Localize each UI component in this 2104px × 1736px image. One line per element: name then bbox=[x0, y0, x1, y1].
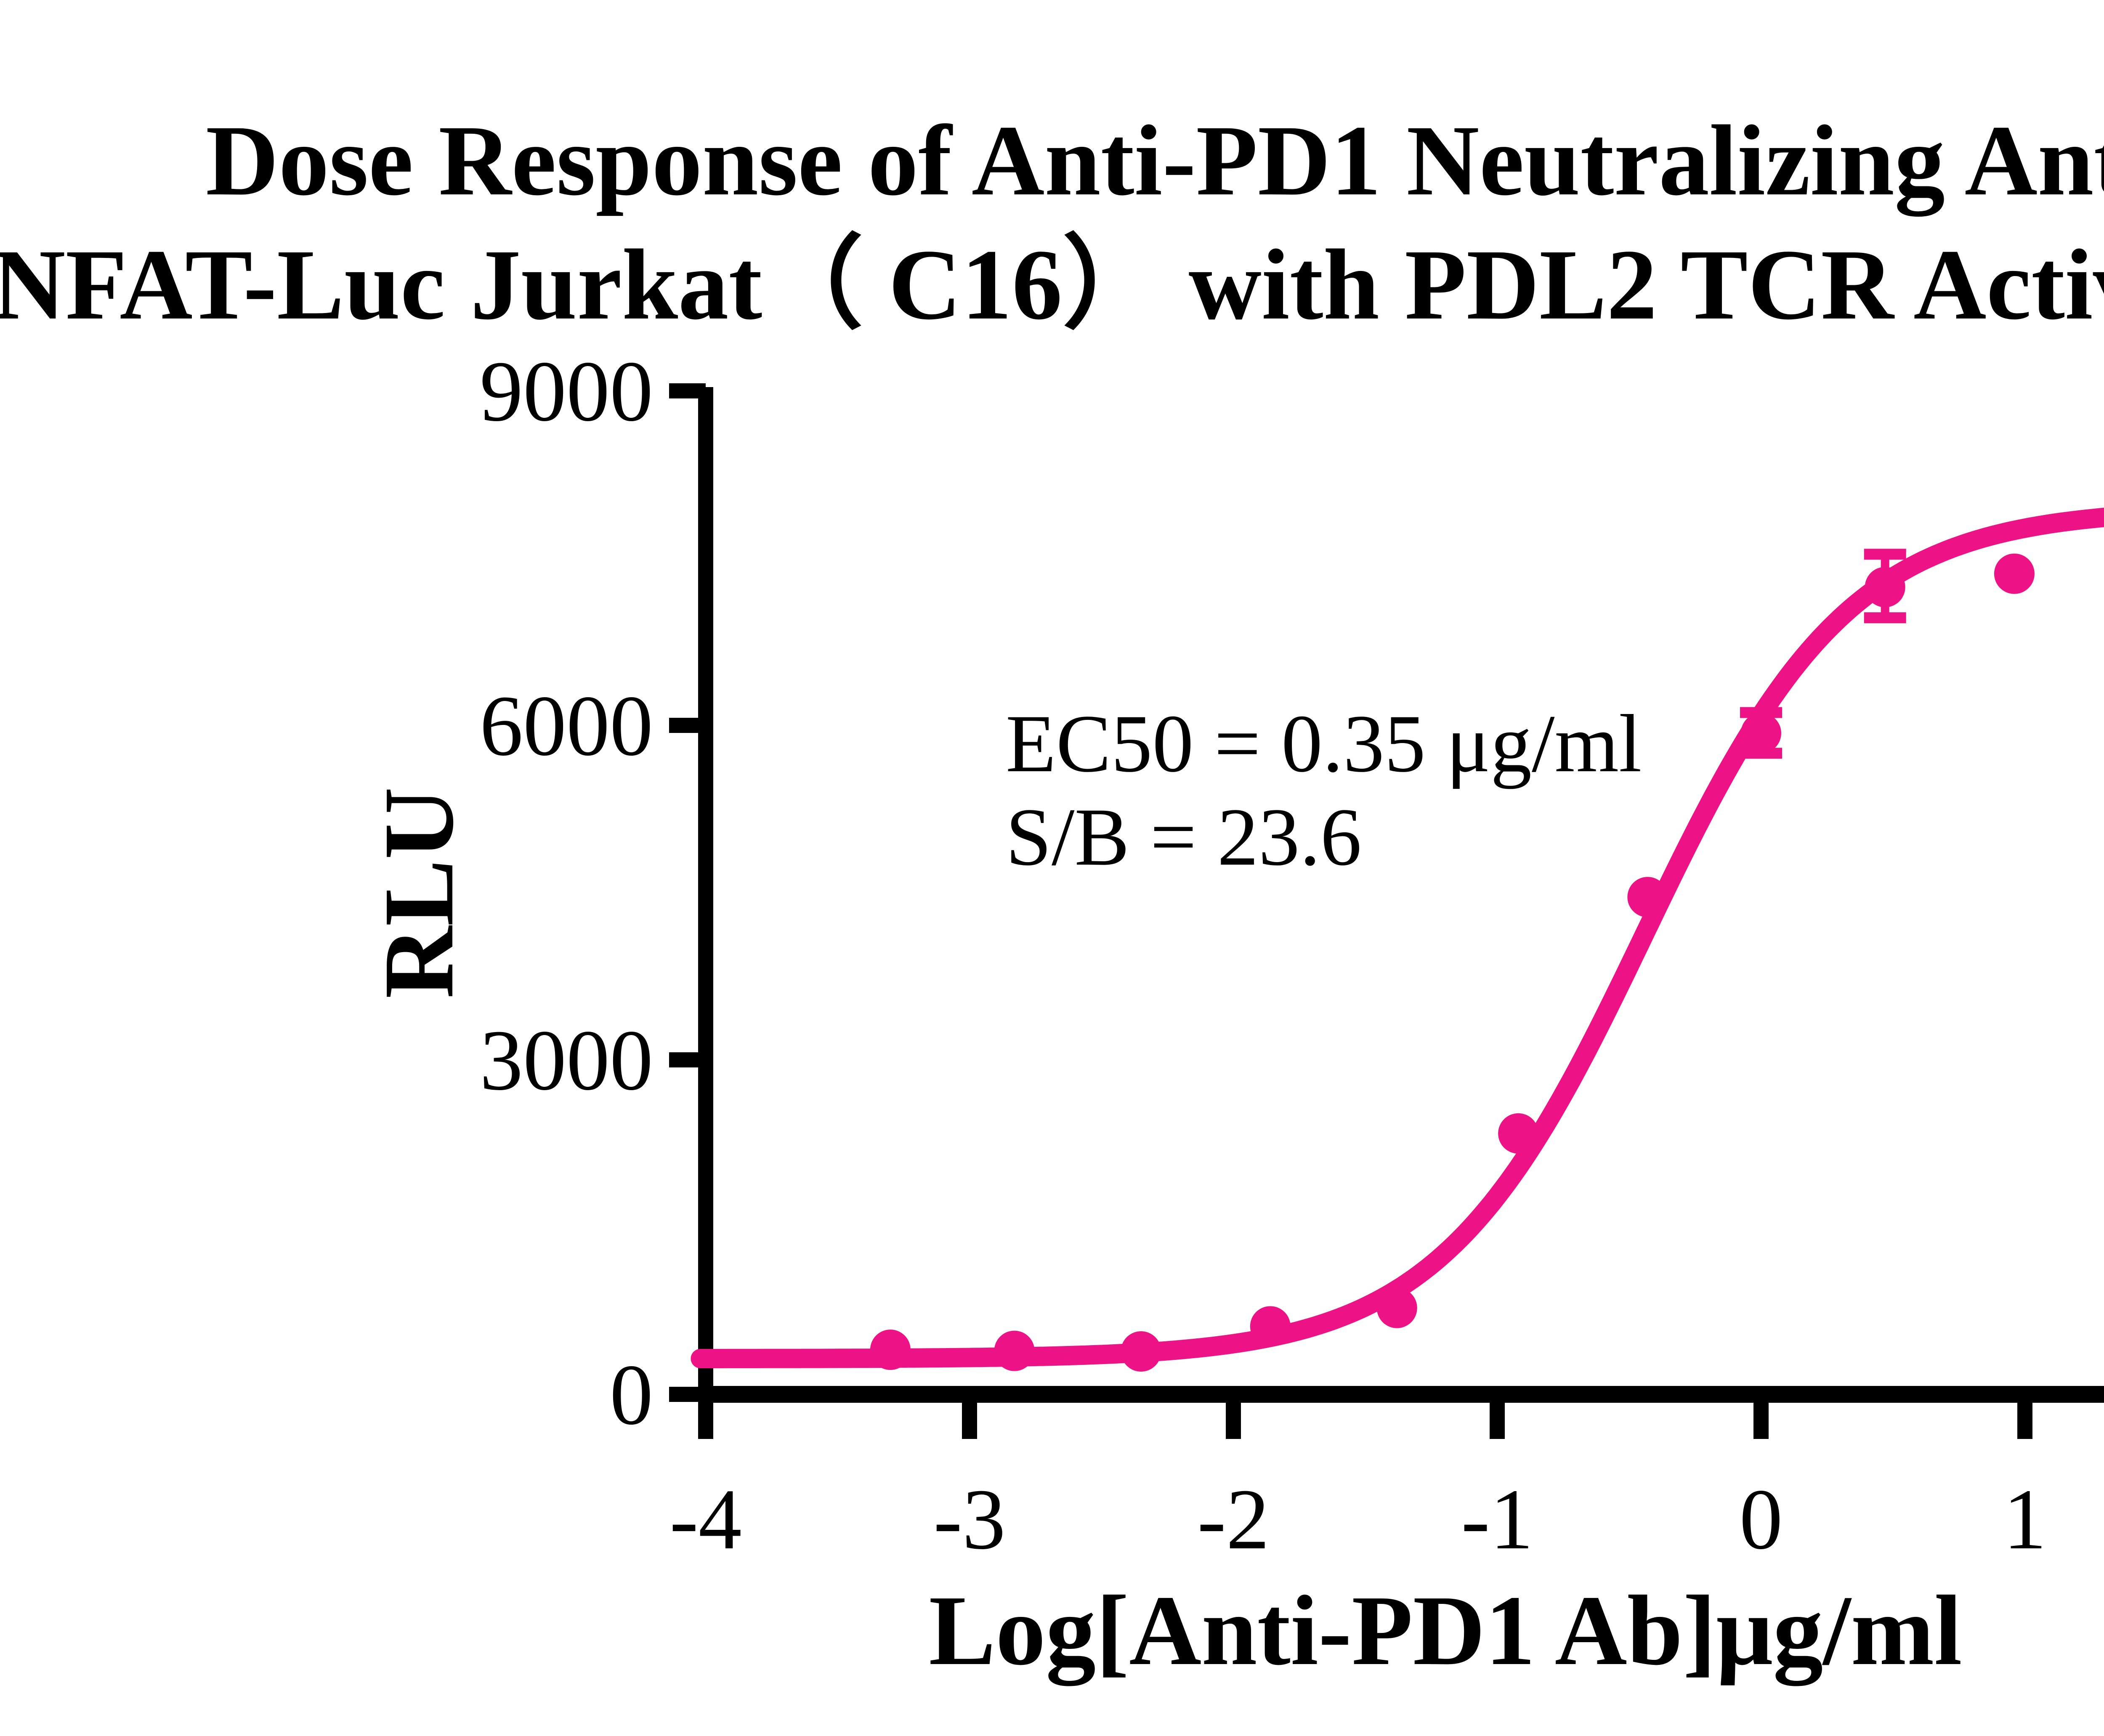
x-tick-label: 0 bbox=[1740, 1471, 1783, 1567]
ec50-annotation: EC50 = 0.35 μg/ml bbox=[1006, 698, 1642, 789]
x-tick-label: -3 bbox=[933, 1471, 1006, 1567]
data-point bbox=[1376, 1287, 1417, 1328]
x-tick-label: -2 bbox=[1197, 1471, 1270, 1567]
data-point bbox=[1121, 1331, 1161, 1372]
data-point bbox=[1741, 713, 1781, 754]
data-point bbox=[1627, 877, 1668, 918]
y-tick-label: 6000 bbox=[480, 677, 653, 774]
data-point bbox=[1994, 553, 2035, 594]
dose-response-fit-curve bbox=[691, 507, 2104, 1368]
y-tick-label: 0 bbox=[610, 1346, 653, 1443]
x-tick-label: -1 bbox=[1461, 1471, 1533, 1567]
fit-curve-layer bbox=[691, 507, 2104, 1368]
chart-title-line2: NFAT-Luc Jurkat（ C16） with PDL2 TCR Acti… bbox=[0, 228, 2104, 340]
x-tick-label: -4 bbox=[669, 1471, 742, 1567]
chart-title-line1: Dose Response of Anti-PD1 Neutralizing A… bbox=[206, 104, 2104, 217]
data-point bbox=[1498, 1113, 1539, 1154]
y-axis-label: RLU bbox=[364, 787, 474, 999]
axes: 0 3000 6000 9000 -4 -3 -2 -1 0 1 bbox=[480, 343, 2104, 1567]
data-point bbox=[1250, 1306, 1291, 1347]
data-point bbox=[870, 1330, 911, 1370]
x-axis-label: Log[Anti-PD1 Ab]μg/ml bbox=[929, 1575, 1962, 1686]
y-tick-label: 3000 bbox=[480, 1012, 653, 1108]
data-points-layer bbox=[870, 549, 2035, 1372]
y-tick-label: 9000 bbox=[480, 343, 653, 439]
sb-annotation: S/B = 23.6 bbox=[1006, 791, 1362, 883]
x-tick-label: 1 bbox=[2003, 1471, 2047, 1567]
data-point bbox=[994, 1330, 1035, 1371]
data-point bbox=[1865, 567, 1905, 608]
